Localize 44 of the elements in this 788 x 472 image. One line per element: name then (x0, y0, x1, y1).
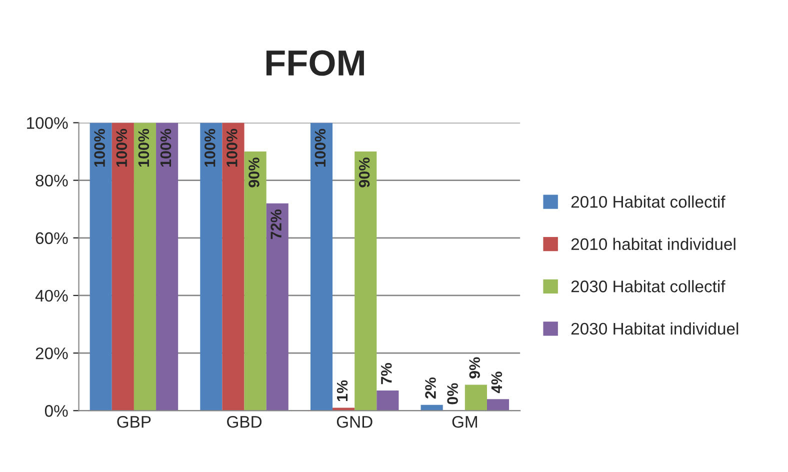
legend-label: 2030 Habitat collectif (571, 280, 726, 292)
legend-label: 2030 Habitat individuel (571, 322, 738, 335)
bar (464, 384, 487, 411)
legend-label: 2010 habitat individuel (571, 238, 736, 250)
bar (266, 203, 288, 411)
data-label: 72% (270, 210, 282, 240)
y-tick-label: 60% (36, 232, 68, 244)
bar (354, 152, 377, 411)
bar (222, 122, 244, 411)
x-tick-label: GBP (117, 416, 151, 428)
y-tick-label: 100% (27, 117, 68, 129)
data-label: 90% (358, 158, 370, 188)
x-tick-label: GBD (227, 416, 262, 428)
bar (156, 122, 178, 411)
data-label: 100% (314, 128, 326, 167)
bar (200, 122, 222, 411)
data-label: 9% (469, 357, 480, 378)
bar (90, 122, 112, 411)
data-label: 0% (447, 383, 458, 404)
data-label: 2% (425, 377, 436, 399)
data-label: 90% (248, 158, 260, 188)
bar (134, 122, 156, 411)
x-tick-label: GND (336, 416, 372, 428)
y-tick-label: 40% (35, 290, 68, 302)
data-label: 100% (226, 128, 238, 167)
y-tick-label: 0% (44, 405, 68, 417)
data-label: 100% (160, 128, 172, 167)
bar (112, 122, 134, 411)
bar (376, 390, 399, 411)
bar (486, 399, 510, 411)
chart-title: FFOM (266, 50, 364, 76)
data-label: 100% (138, 128, 150, 167)
bar (244, 152, 266, 411)
y-tick-label: 80% (36, 174, 68, 187)
data-label: 7% (381, 363, 392, 384)
bar (310, 122, 333, 411)
x-tick-label: GM (452, 416, 477, 428)
data-label: 100% (116, 128, 128, 167)
data-label: 4% (491, 372, 502, 394)
legend-label: 2010 Habitat collectif (571, 196, 726, 208)
data-label: 100% (204, 128, 216, 167)
y-tick-label: 20% (36, 347, 68, 360)
data-label: 1% (336, 380, 348, 402)
data-label: 100% (94, 128, 105, 167)
